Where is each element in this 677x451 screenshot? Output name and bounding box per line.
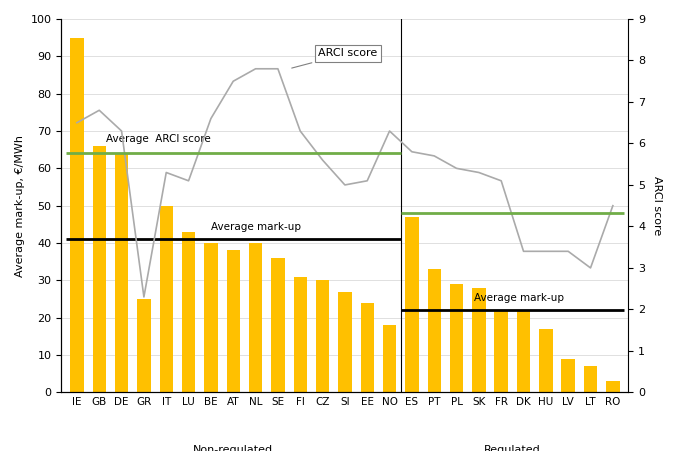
Bar [249, 243, 262, 392]
Bar [338, 291, 351, 392]
Bar [70, 38, 83, 392]
Bar [227, 250, 240, 392]
Bar [204, 243, 217, 392]
Bar [361, 303, 374, 392]
Bar [561, 359, 575, 392]
Text: Average  ARCI score: Average ARCI score [106, 134, 211, 144]
Text: Average mark-up: Average mark-up [211, 222, 301, 232]
Text: Average mark-up: Average mark-up [475, 293, 565, 303]
Bar [606, 381, 619, 392]
Text: Regulated: Regulated [484, 445, 541, 451]
Y-axis label: Average mark-up, €/MWh: Average mark-up, €/MWh [15, 135, 25, 276]
Bar [427, 269, 441, 392]
Bar [517, 310, 530, 392]
Bar [584, 366, 597, 392]
Bar [405, 217, 418, 392]
Bar [294, 276, 307, 392]
Bar [539, 329, 552, 392]
Bar [316, 281, 329, 392]
Bar [383, 325, 396, 392]
Bar [271, 258, 284, 392]
Bar [137, 299, 150, 392]
Bar [115, 153, 128, 392]
Bar [160, 206, 173, 392]
Bar [182, 232, 195, 392]
Bar [472, 288, 485, 392]
Text: Non-regulated: Non-regulated [193, 445, 274, 451]
Text: ARCI score: ARCI score [292, 48, 377, 68]
Y-axis label: ARCI score: ARCI score [652, 176, 662, 235]
Bar [494, 310, 508, 392]
Bar [93, 146, 106, 392]
Bar [450, 284, 463, 392]
